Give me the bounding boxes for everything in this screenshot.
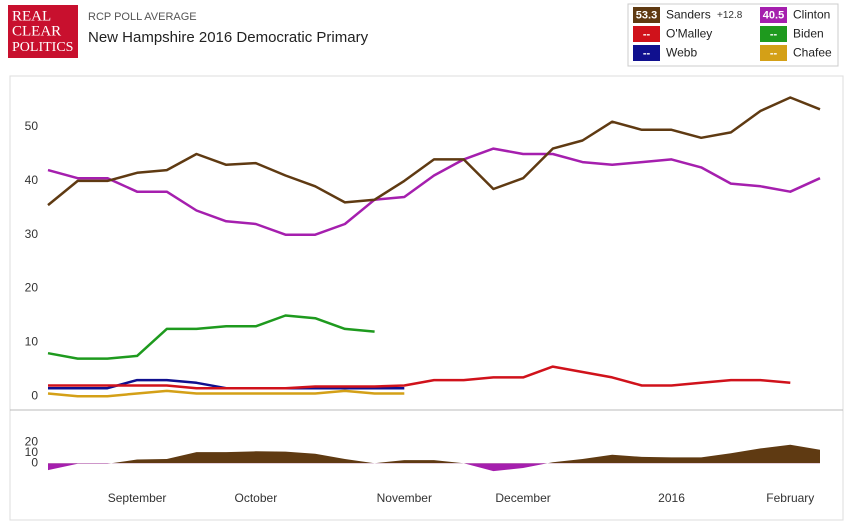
y-tick-label: 10 [25, 445, 39, 459]
x-tick-label: December [495, 491, 550, 505]
legend-swatch [760, 26, 787, 42]
logo-line: REAL [12, 8, 51, 24]
y-tick-label: 0 [31, 455, 38, 469]
x-tick-label: November [377, 491, 432, 505]
kicker: RCP POLL AVERAGE [88, 11, 197, 23]
legend-swatch [633, 45, 660, 61]
series-line [47, 314, 375, 360]
y-tick-label: 20 [25, 434, 39, 448]
legend-label: Chafee [793, 46, 832, 60]
series-line [47, 147, 821, 236]
spread-area [48, 444, 820, 464]
legend-label: Clinton [793, 8, 830, 22]
legend-label: Sanders [666, 8, 711, 22]
legend-value: -- [643, 28, 651, 40]
legend-value: -- [643, 47, 651, 59]
legend-swatch [760, 45, 787, 61]
series-line [47, 96, 821, 207]
chart-title: New Hampshire 2016 Democratic Primary [88, 29, 369, 46]
legend-value: 40.5 [763, 9, 784, 21]
spread-label: +12.8 [717, 10, 743, 21]
y-tick-label: 40 [25, 173, 39, 187]
legend-swatch [633, 7, 660, 23]
legend-label: O'Malley [666, 27, 712, 41]
legend-value: -- [770, 47, 778, 59]
y-tick-label: 20 [25, 281, 39, 295]
x-tick-label: February [766, 491, 814, 505]
legend-label: Webb [666, 46, 697, 60]
chart-frame [9, 75, 844, 521]
x-tick-label: October [235, 491, 278, 505]
x-tick-label: 2016 [658, 491, 685, 505]
x-tick-label: September [108, 491, 167, 505]
legend-swatch [633, 26, 660, 42]
y-tick-label: 10 [25, 335, 39, 349]
logo-line: POLITICS [12, 40, 73, 55]
legend-label: Biden [793, 27, 824, 41]
y-tick-label: 0 [31, 388, 38, 402]
series-line [48, 365, 791, 390]
spread-area [48, 463, 548, 472]
y-tick-label: 50 [25, 119, 39, 133]
legend-value: 53.3 [636, 9, 657, 21]
legend-swatch [760, 7, 787, 23]
legend-value: -- [770, 28, 778, 40]
logo [8, 5, 78, 58]
legend-box [627, 3, 839, 67]
logo-line: CLEAR [12, 23, 61, 39]
y-tick-label: 30 [25, 227, 39, 241]
series-line [47, 389, 405, 398]
